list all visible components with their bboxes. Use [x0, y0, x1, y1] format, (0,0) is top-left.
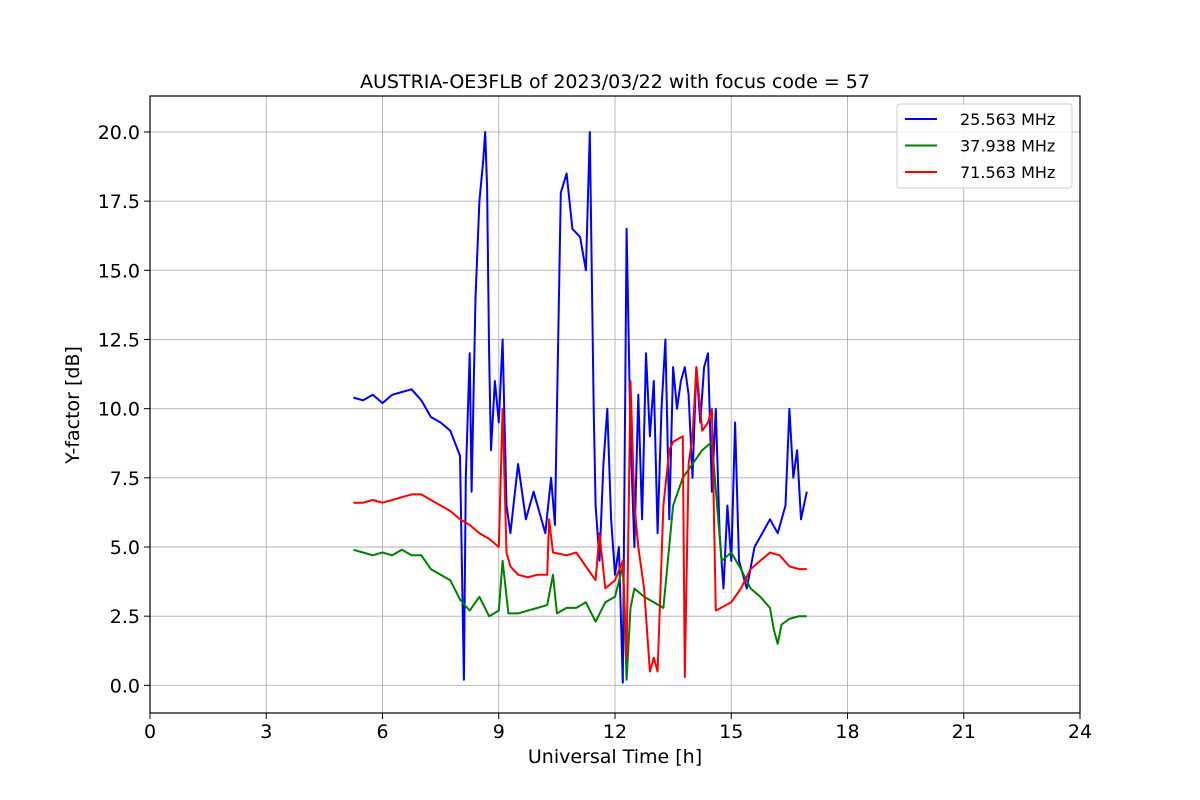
series-line-1 [353, 131, 808, 684]
x-tick-label: 0 [144, 721, 156, 743]
legend-box [896, 103, 1073, 189]
series-line-2 [353, 440, 807, 681]
y-tick-label: 12.5 [98, 329, 140, 351]
y-tick-label: 10.0 [98, 399, 140, 421]
x-tick-label: 18 [835, 721, 859, 743]
y-tick-label: 15.0 [98, 260, 140, 282]
chart-title: AUSTRIA-OE3FLB of 2023/03/22 with focus … [360, 71, 870, 93]
x-tick-label: 6 [376, 721, 388, 743]
y-tick-label: 20.0 [98, 122, 140, 144]
y-axis-label: Y-factor [dB] [62, 346, 84, 465]
legend: 25.563 MHz 37.938 MHz 71.563 MHz [896, 103, 1073, 189]
y-axis-ticks: 0.0 2.5 5.0 7.5 10.0 12.5 15.0 17.5 20.0 [98, 122, 150, 697]
legend-label: 25.563 MHz [960, 110, 1055, 129]
x-tick-label: 3 [260, 721, 272, 743]
plot-series [353, 131, 808, 684]
y-tick-label: 2.5 [110, 606, 140, 628]
x-tick-label: 12 [603, 721, 627, 743]
legend-label: 37.938 MHz [960, 137, 1055, 156]
x-axis-label: Universal Time [h] [528, 746, 702, 768]
y-tick-label: 17.5 [98, 191, 140, 213]
x-tick-label: 21 [952, 721, 976, 743]
series-line-3 [353, 366, 807, 678]
x-tick-label: 9 [493, 721, 505, 743]
legend-label: 71.563 MHz [960, 163, 1055, 182]
x-tick-label: 15 [719, 721, 743, 743]
y-tick-label: 7.5 [110, 468, 140, 490]
y-tick-label: 0.0 [110, 675, 140, 697]
x-axis-ticks: 0 3 6 9 12 15 18 21 24 [144, 713, 1092, 743]
x-tick-label: 24 [1068, 721, 1092, 743]
y-tick-label: 5.0 [110, 537, 140, 559]
